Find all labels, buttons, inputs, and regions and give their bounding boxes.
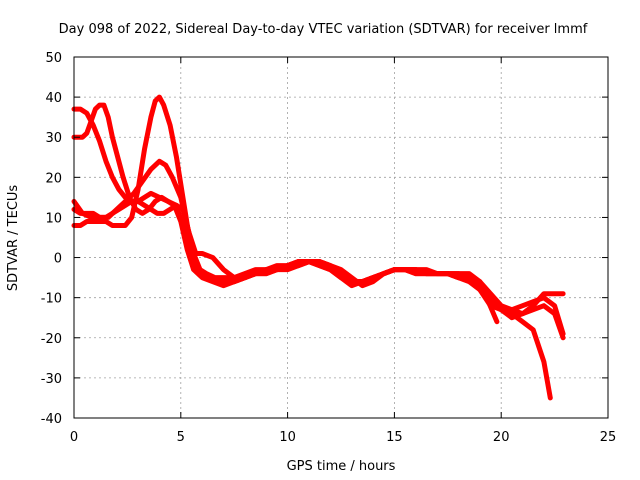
axis-ticks: 0 5 10 15 20 25 -40 -30 -20 -10 0 10 20 30 40 50 xyxy=(41,51,617,445)
x-axis-label: GPS time / hours xyxy=(287,459,396,474)
y-tick-label: -10 xyxy=(41,292,62,307)
x-tick-label: 15 xyxy=(386,430,403,445)
data-series xyxy=(71,94,566,401)
x-tick-label: 20 xyxy=(493,430,510,445)
y-tick-label: 20 xyxy=(45,171,62,186)
y-tick-label: 0 xyxy=(54,252,62,267)
plot-frame xyxy=(73,56,609,419)
y-tick-label: 10 xyxy=(45,211,62,226)
x-tick-label: 10 xyxy=(279,430,296,445)
series-line-pass-4 xyxy=(71,158,566,341)
y-tick-label: -30 xyxy=(41,372,62,387)
y-tick-label: 40 xyxy=(45,91,62,106)
x-tick-label: 25 xyxy=(600,430,617,445)
x-tick-label: 5 xyxy=(177,430,185,445)
y-tick-label: 50 xyxy=(45,51,62,66)
series-line-pass-5 xyxy=(71,198,566,337)
y-tick-label: 30 xyxy=(45,131,62,146)
chart-title: Day 098 of 2022, Sidereal Day-to-day VTE… xyxy=(59,22,588,37)
y-tick-label: -40 xyxy=(41,412,62,427)
y-axis-label: SDTVAR / TECUs xyxy=(6,185,21,292)
y-tick-label: -20 xyxy=(41,332,62,347)
grid-lines xyxy=(74,57,608,418)
x-tick-label: 0 xyxy=(70,430,78,445)
